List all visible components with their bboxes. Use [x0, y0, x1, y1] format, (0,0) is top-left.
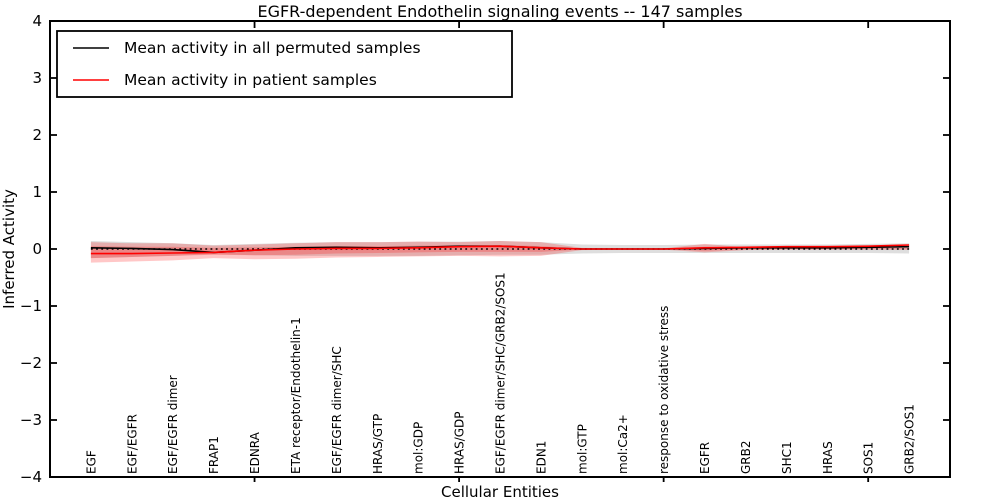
lines-layer: [90, 244, 910, 255]
category-label: mol:GTP: [575, 424, 589, 474]
category-label: SOS1: [862, 442, 876, 474]
y-tick-label: −1: [20, 297, 42, 315]
category-label: GRB2: [739, 440, 753, 474]
category-labels-layer: EGF EGF/EGFR EGF/EGFR dimer FRAP1 EDNRA ETA r…: [84, 272, 916, 474]
category-label: HRAS/GDP: [453, 411, 467, 474]
category-label: SHC1: [780, 441, 794, 474]
y-tick-label: 0: [32, 240, 42, 258]
band-permuted-std: [90, 241, 910, 259]
series-line-patient: [90, 244, 910, 255]
y-axis-label: Inferred Activity: [0, 189, 18, 309]
y-tick-label: 3: [32, 69, 42, 87]
category-label: HRAS: [821, 441, 835, 474]
legend-label-patient: Mean activity in patient samples: [124, 71, 377, 89]
category-label: EGF/EGFR: [125, 414, 139, 474]
category-label: mol:Ca2+: [616, 414, 630, 474]
category-label: FRAP1: [207, 436, 221, 474]
legend: Mean activity in all permuted samples Me…: [56, 30, 513, 98]
ticks-layer: −4 −3 −2 −1 0 1 2 3 4: [20, 12, 950, 486]
category-label: GRB2/SOS1: [903, 404, 917, 474]
category-label: EDN1: [534, 441, 548, 474]
chart-title: EGFR-dependent Endothelin signaling even…: [257, 2, 742, 21]
category-label: mol:GDP: [412, 422, 426, 474]
legend-box: [56, 30, 513, 98]
category-label: EGF/EGFR dimer/SHC/GRB2/SOS1: [494, 272, 508, 474]
y-tick-label: −2: [20, 354, 42, 372]
category-label: response to oxidative stress: [657, 306, 671, 474]
y-tick-label: −3: [20, 411, 42, 429]
category-label: ETA receptor/Endothelin-1: [289, 317, 303, 474]
category-label: EGF: [84, 450, 98, 474]
category-label: EGF/EGFR dimer/SHC: [330, 346, 344, 474]
category-label: EDNRA: [248, 431, 262, 474]
category-label: EGFR: [698, 442, 712, 474]
y-tick-label: 1: [32, 183, 42, 201]
x-axis-label: Cellular Entities: [441, 483, 559, 500]
category-label: EGF/EGFR dimer: [166, 375, 180, 474]
band-patient-std-outer: [90, 241, 910, 263]
y-tick-label: −4: [20, 468, 42, 486]
category-label: HRAS/GTP: [371, 414, 385, 474]
y-tick-label: 2: [32, 126, 42, 144]
legend-label-permuted: Mean activity in all permuted samples: [124, 39, 421, 57]
y-tick-label: 4: [32, 12, 42, 30]
